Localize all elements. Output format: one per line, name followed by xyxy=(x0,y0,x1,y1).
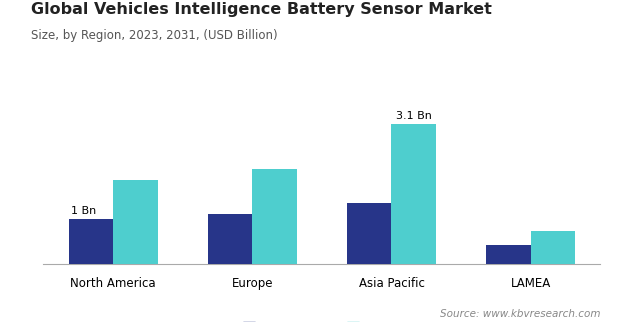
Bar xyxy=(486,245,530,264)
Bar xyxy=(69,219,113,264)
Text: Size, by Region, 2023, 2031, (USD Billion): Size, by Region, 2023, 2031, (USD Billio… xyxy=(31,29,277,42)
Text: Source: www.kbvresearch.com: Source: www.kbvresearch.com xyxy=(440,309,600,319)
Text: Global Vehicles Intelligence Battery Sensor Market: Global Vehicles Intelligence Battery Sen… xyxy=(31,2,492,17)
Bar xyxy=(113,180,158,264)
Bar xyxy=(530,232,575,264)
Text: 1 Bn: 1 Bn xyxy=(71,206,97,216)
Bar xyxy=(391,124,436,264)
Bar xyxy=(347,203,391,264)
Legend: 2023, 2031: 2023, 2031 xyxy=(238,317,406,322)
Text: 3.1 Bn: 3.1 Bn xyxy=(396,111,431,121)
Bar xyxy=(253,169,297,264)
Bar xyxy=(208,214,253,264)
